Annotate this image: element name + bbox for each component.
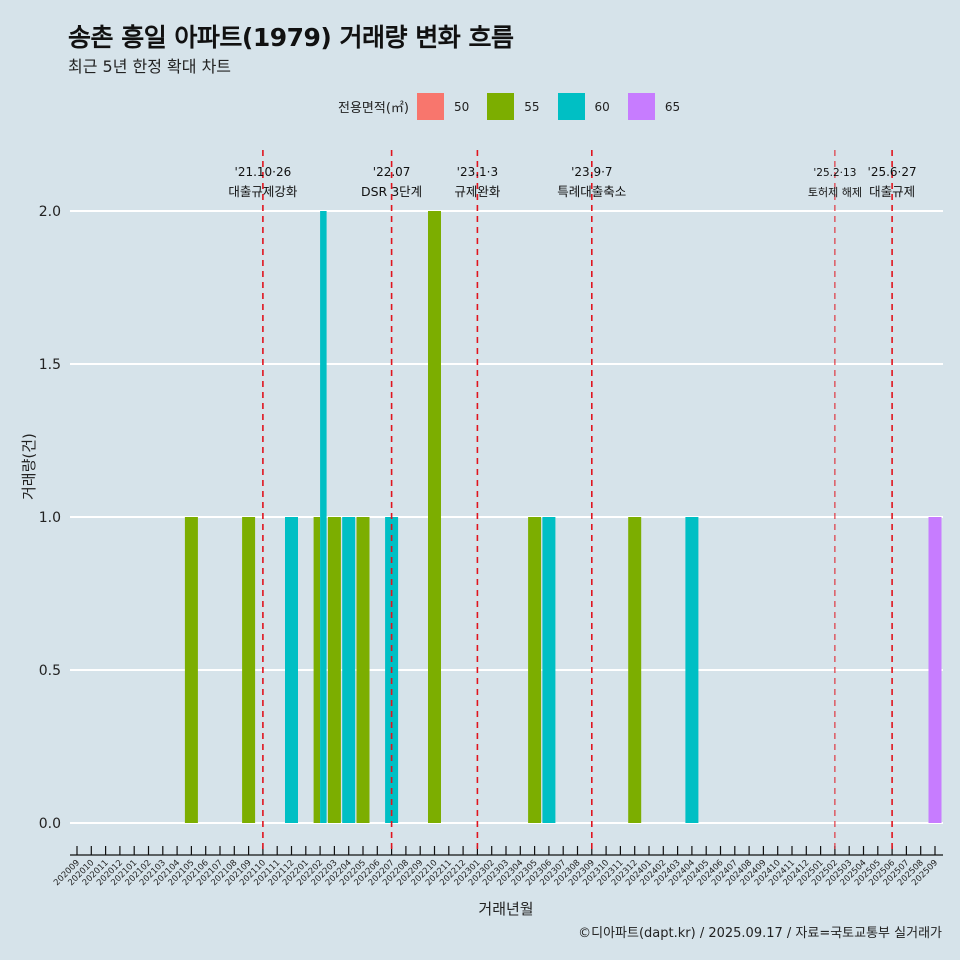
bar-202204-60 [342,517,356,823]
bar-202312-55 [628,517,642,823]
annotation-date: '21.10·26 [235,165,292,179]
chart-title: 송촌 흥일 아파트(1979) 거래량 변화 흐름 [68,23,514,52]
annotation-label: 대출규제강화 [228,184,298,199]
legend-swatch-65 [627,93,655,120]
annotation-date: '23.9·7 [571,165,612,179]
x-axis-label: 거래년월 [478,900,533,918]
y-tick-label: 1.0 [39,510,61,526]
bar-202202-60 [320,211,327,823]
bar-202509-65 [928,517,942,823]
legend-swatch-55 [487,93,515,120]
bar-202306-60 [542,517,556,823]
y-tick-label: 0.5 [39,663,61,679]
source-caption: ©디아파트(dapt.kr) / 2025.09.17 / 자료=국토교통부 실… [578,926,942,941]
annotation-date: '25.2·13 [813,167,856,179]
chart-subtitle: 최근 5년 한정 확대 차트 [68,57,232,76]
bar-202210-55 [428,211,441,823]
y-tick-label: 2.0 [39,204,61,220]
annotation-label: 규제완화 [454,184,501,199]
legend: 전용면적(㎡) 50 55 60 65 [338,93,698,120]
y-axis-label: 거래량(건) [20,433,38,500]
legend-title: 전용면적(㎡) [338,101,409,116]
bar-202305-55 [528,517,542,823]
legend-swatch-60 [557,93,585,120]
y-tick-label: 0.0 [39,816,61,832]
annotation-date: '23.1·3 [457,165,498,179]
legend-label-60: 60 [594,99,610,114]
legend-label-50: 50 [453,99,470,114]
bar-202202-55 [313,517,321,823]
y-tick-label: 1.5 [39,357,61,373]
bar-202203-55 [327,517,341,823]
bar-202105-55 [184,517,198,823]
annotation-label: 특례대출축소 [557,184,626,199]
annotation-label: 토허제 해제 [808,185,862,199]
legend-label-55: 55 [524,99,540,114]
bar-202109-55 [242,517,256,823]
annotation-label: DSR 3단계 [361,184,422,199]
bar-202112-60 [285,517,298,823]
annotation-date: '25.6·27 [868,165,917,179]
legend-label-65: 65 [664,99,681,114]
bar-202205-55 [356,517,370,823]
legend-swatch-50 [416,93,444,120]
annotation-date: '22.07 [373,165,411,179]
annotation-label: 대출규제 [869,184,915,199]
bar-202404-60 [685,517,699,823]
